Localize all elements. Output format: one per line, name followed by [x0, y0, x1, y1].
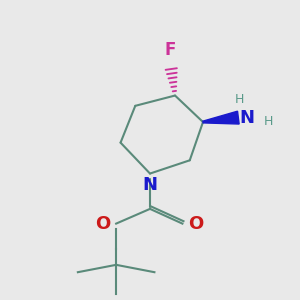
Text: N: N — [240, 109, 255, 127]
Text: H: H — [235, 93, 244, 106]
Text: H: H — [263, 115, 273, 128]
Text: F: F — [165, 41, 176, 59]
Text: O: O — [188, 214, 203, 232]
Polygon shape — [203, 111, 239, 124]
Text: O: O — [96, 214, 111, 232]
Text: N: N — [142, 176, 158, 194]
